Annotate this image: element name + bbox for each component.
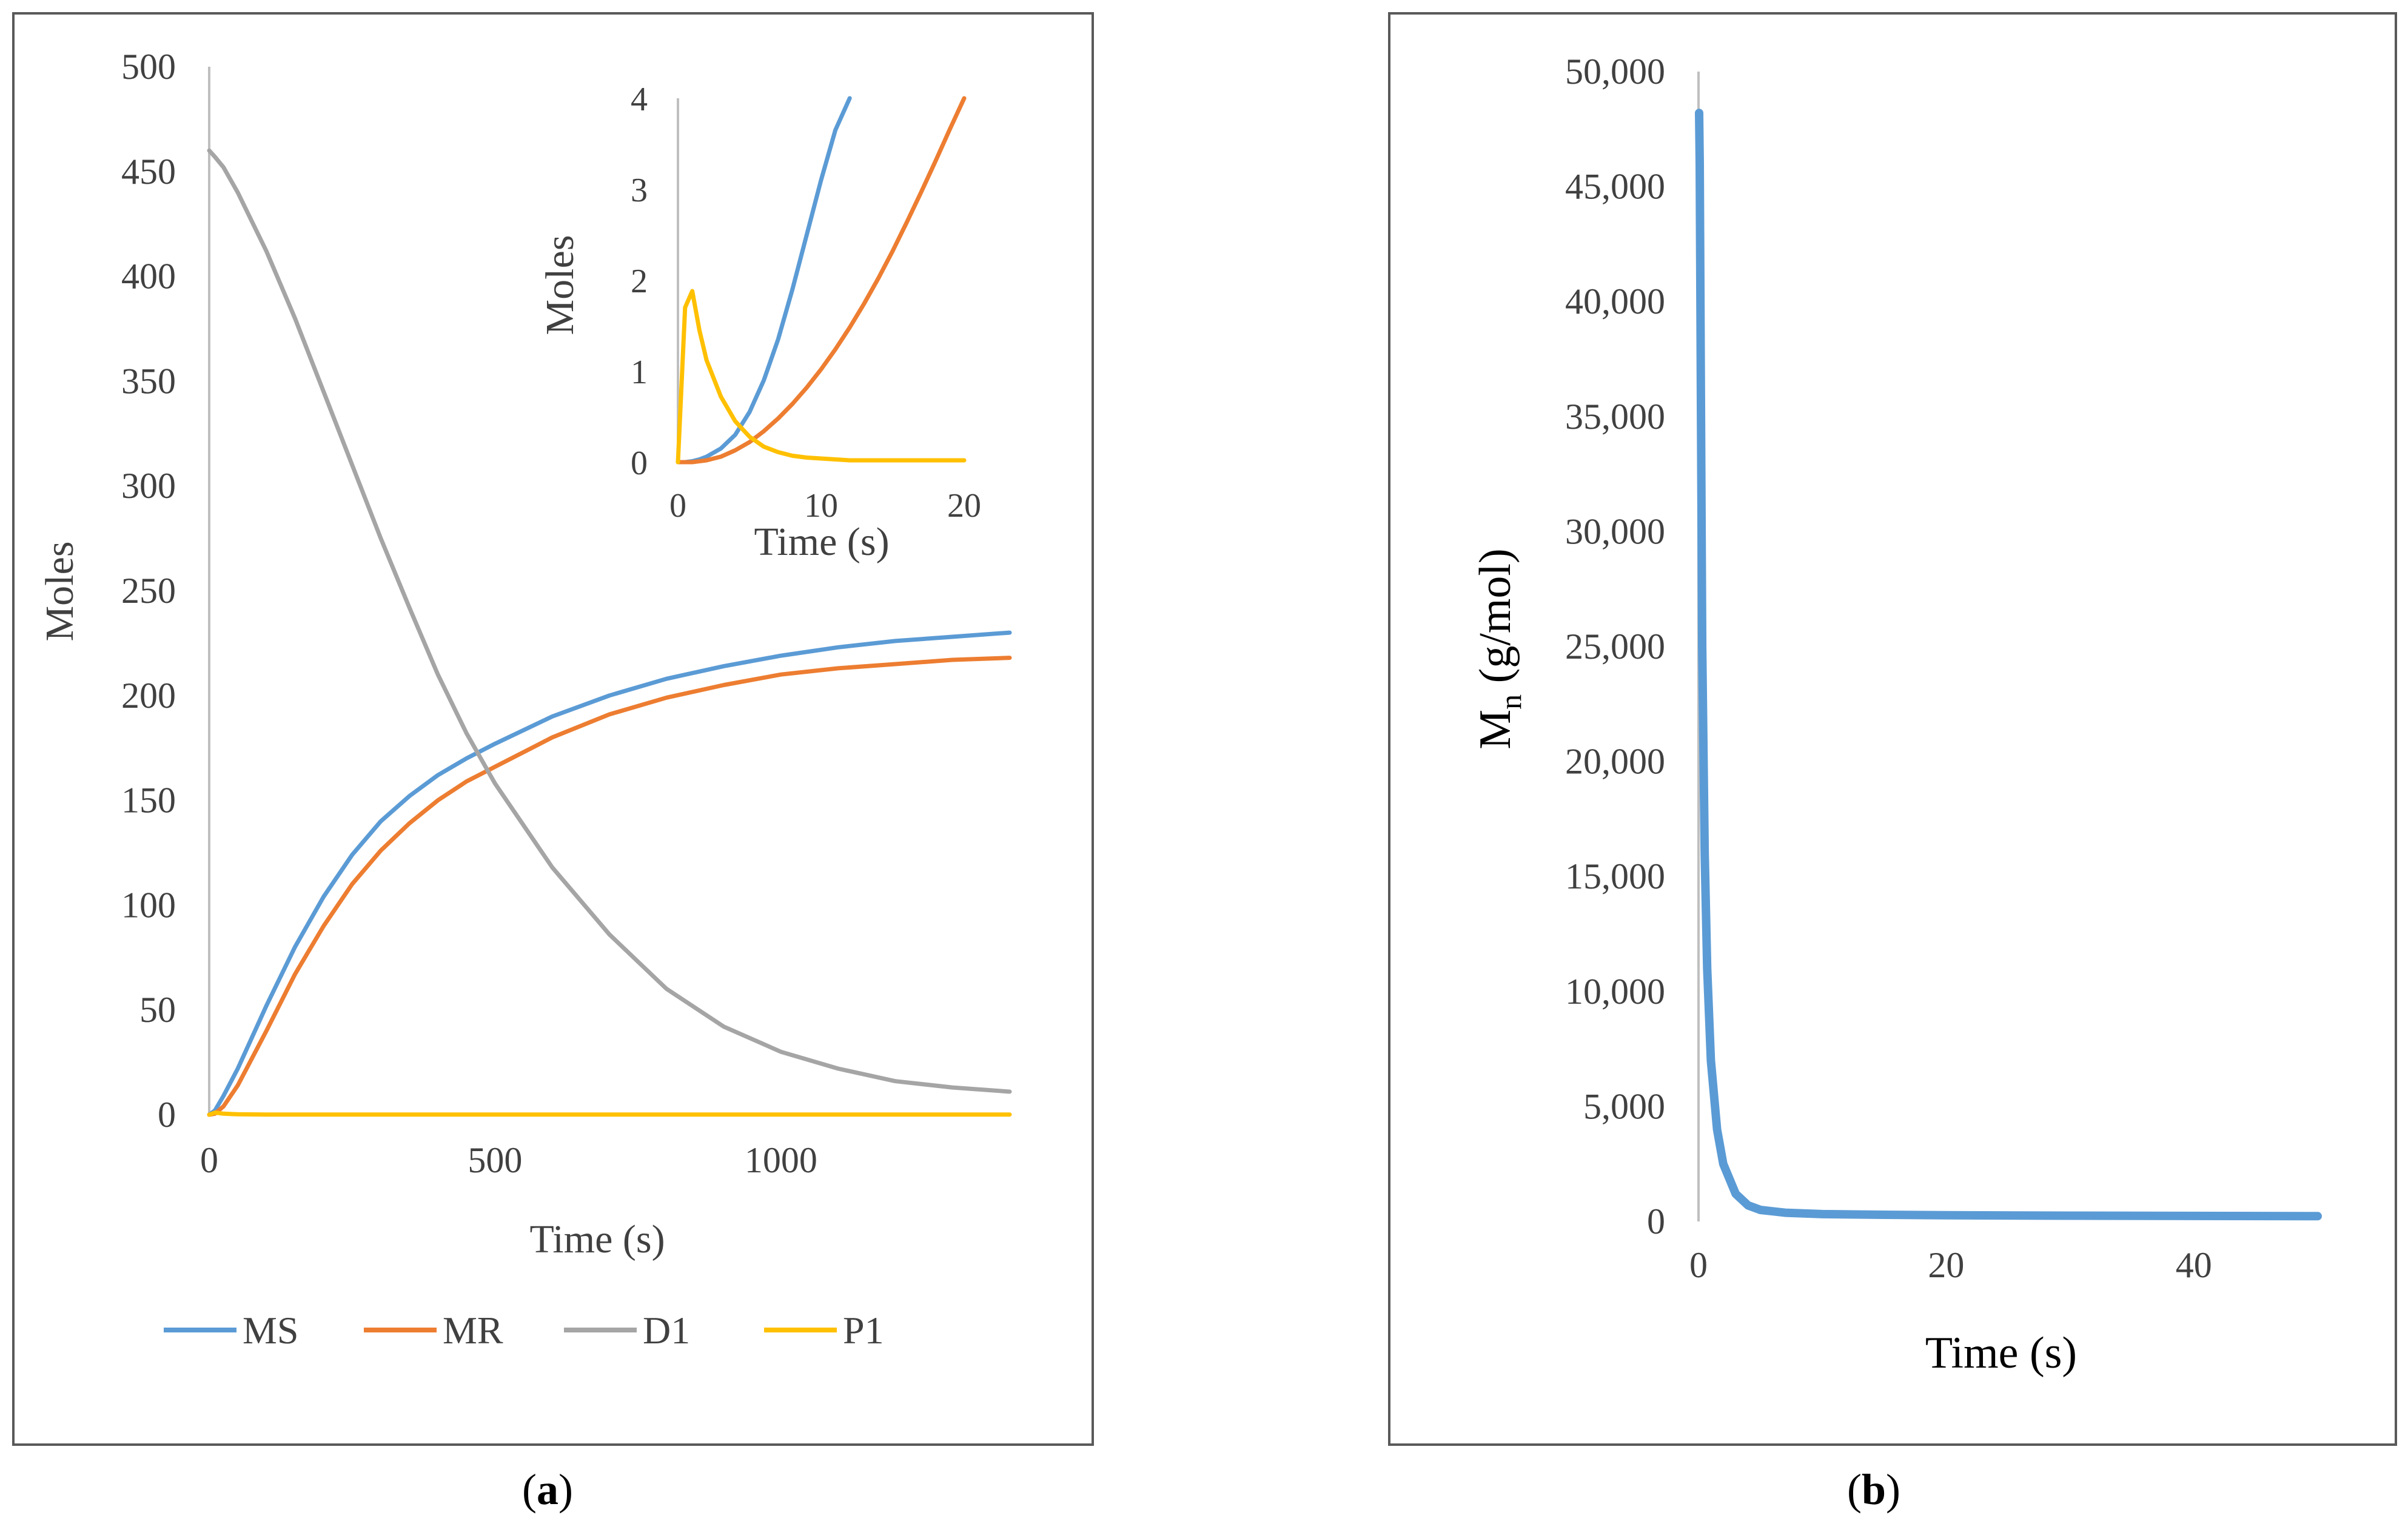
panel-b-series-mn bbox=[1695, 109, 2322, 1221]
panel-a-inset-x-tick-label: 0 bbox=[669, 487, 686, 525]
legend-label-ms: MS bbox=[243, 1309, 299, 1352]
panel-a-main-y-tick-label: 350 bbox=[121, 361, 176, 401]
panel-a-inset-y-tick-label: 3 bbox=[631, 172, 648, 209]
panel-a-inset-y-tick-label: 4 bbox=[631, 81, 648, 118]
panel-a-legend: MS MR D1 P1 bbox=[164, 1309, 884, 1352]
panel-a-inset-y-axis-title: Moles bbox=[538, 235, 582, 335]
panel-b-x-tick-label: 0 bbox=[1689, 1245, 1708, 1285]
panel-b-y-tick-label: 45,000 bbox=[1565, 167, 1665, 207]
panel-a-main-y-tick-label: 500 bbox=[121, 47, 176, 87]
panel-a-frame bbox=[12, 12, 1094, 1446]
panel-a-main-x-tick-label: 0 bbox=[200, 1140, 218, 1180]
panel-a-main-y-tick-label: 450 bbox=[121, 152, 176, 192]
panel-a-main-series-mr bbox=[207, 656, 1012, 1117]
panel-b-y-axis-title: Mn (g/mol) bbox=[1471, 548, 1528, 749]
panel-a-main-x-tick-label: 500 bbox=[468, 1140, 522, 1180]
panel-a-main-y-tick-label: 100 bbox=[121, 885, 176, 925]
panel-a-inset-plot: 0 1 2 3 4 0 10 20 Time (s) Moles bbox=[538, 81, 981, 564]
panel-a-inset-y-tick-label: 0 bbox=[631, 445, 648, 482]
panel-b-y-tick-label: 15,000 bbox=[1565, 856, 1665, 896]
panel-b-plot: 0 5,000 10,000 15,000 20,000 25,000 30,000 35,0… bbox=[1471, 52, 2322, 1378]
panel-b-x-tick-label: 40 bbox=[2176, 1245, 2212, 1285]
panel-b-y-tick-label: 30,000 bbox=[1565, 511, 1665, 551]
panel-b-y-tick-label: 40,000 bbox=[1565, 281, 1665, 321]
panel-b: 0 5,000 10,000 15,000 20,000 25,000 30,000 35,0… bbox=[1388, 12, 2397, 1514]
panel-b-y-tick-label: 50,000 bbox=[1565, 52, 1665, 92]
panel-a-inset-y-tick-label: 2 bbox=[631, 263, 648, 300]
panel-a-inset-series-p1 bbox=[676, 289, 967, 465]
legend-label-mr: MR bbox=[443, 1309, 503, 1352]
panel-b-y-tick-label: 20,000 bbox=[1565, 742, 1665, 782]
legend-label-p1: P1 bbox=[843, 1309, 884, 1352]
panel-b-y-axis-title-main: M bbox=[1471, 710, 1520, 750]
panel-a-main-y-axis-title: Moles bbox=[38, 542, 82, 642]
legend-label-d1: D1 bbox=[643, 1309, 690, 1352]
panel-a-main-series-d1 bbox=[207, 148, 1012, 1094]
panel-a-inset-x-tick-label: 10 bbox=[804, 487, 838, 525]
panel-b-x-axis-title: Time (s) bbox=[1925, 1328, 2077, 1378]
panel-a-main-x-tick-label: 1000 bbox=[745, 1140, 817, 1180]
panel-b-y-tick-label: 35,000 bbox=[1565, 397, 1665, 437]
panel-b-x-tick-label: 20 bbox=[1928, 1245, 1964, 1285]
panel-a-main-y-tick-label: 200 bbox=[121, 676, 176, 716]
panel-a-main-y-tick-label: 150 bbox=[121, 781, 176, 821]
panel-a-caption: (a) bbox=[522, 1465, 573, 1514]
panel-a-main-y-tick-label: 0 bbox=[158, 1095, 176, 1135]
panel-a-main-x-axis-title: Time (s) bbox=[529, 1217, 665, 1261]
panel-b-y-tick-label: 5,000 bbox=[1583, 1086, 1665, 1126]
panel-a-main-y-tick-label: 400 bbox=[121, 257, 176, 297]
panel-a-main-y-tick-label: 50 bbox=[139, 990, 176, 1030]
panel-a-inset-series-ms bbox=[676, 96, 852, 465]
panel-a-inset-y-tick-label: 1 bbox=[631, 354, 648, 391]
panel-a-main-series-p1 bbox=[207, 1110, 1012, 1117]
panel-a-inset-series-mr bbox=[676, 96, 967, 465]
panel-a-main-y-tick-label: 300 bbox=[121, 466, 176, 506]
panel-b-y-tick-label: 10,000 bbox=[1565, 972, 1665, 1012]
panel-a-inset-x-tick-label: 20 bbox=[947, 487, 981, 525]
panel-a-main-y-tick-label: 250 bbox=[121, 571, 176, 611]
panel-b-y-axis-title-unit: (g/mol) bbox=[1471, 548, 1520, 694]
panel-a-main-series-ms bbox=[207, 630, 1012, 1117]
panel-b-y-tick-label: 0 bbox=[1647, 1201, 1665, 1241]
panel-b-frame bbox=[1388, 12, 2397, 1446]
panel-b-y-tick-label: 25,000 bbox=[1565, 626, 1665, 667]
panel-b-y-axis-title-sub: n bbox=[1494, 694, 1528, 710]
panel-b-caption: (b) bbox=[1847, 1465, 1900, 1514]
panel-a-inset-x-axis-title: Time (s) bbox=[754, 520, 889, 564]
